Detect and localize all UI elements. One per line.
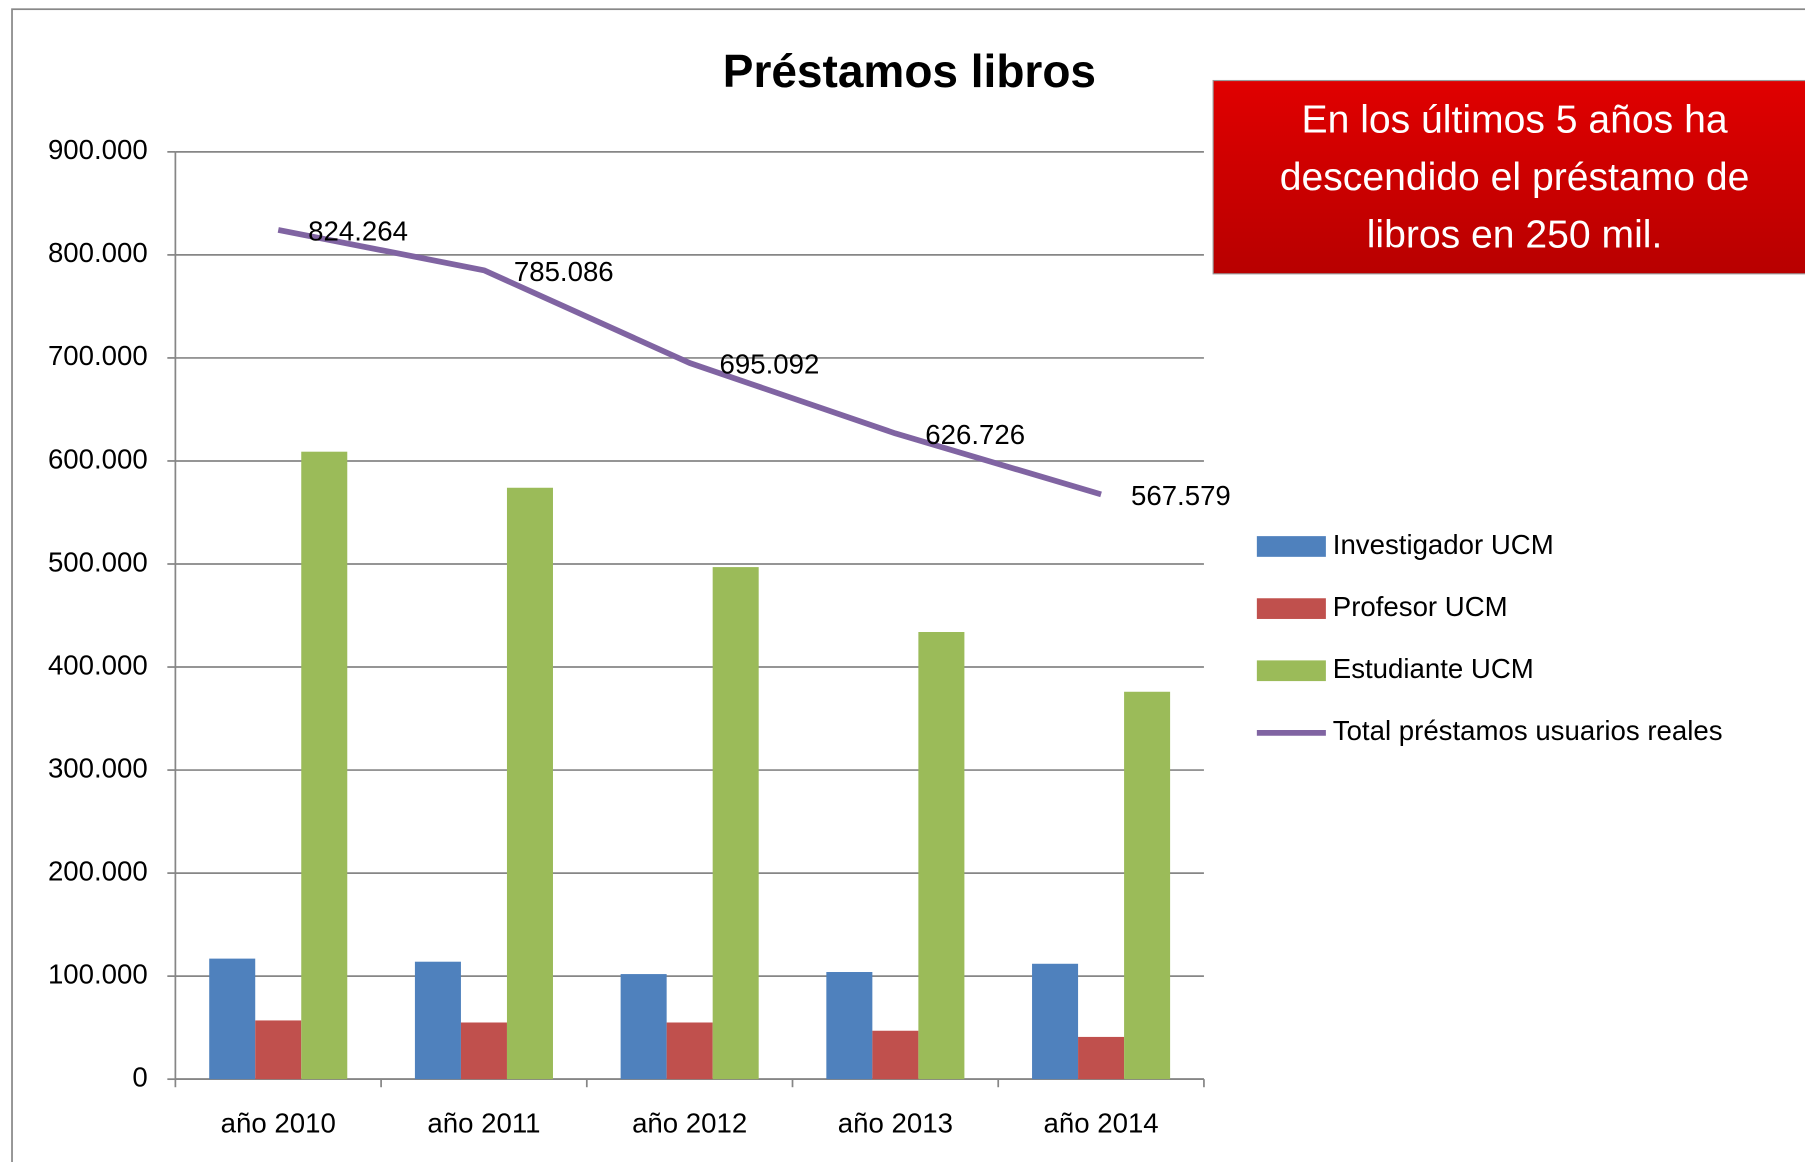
legend-label: Profesor UCM — [1333, 591, 1508, 622]
bar — [414, 961, 461, 1080]
x-tick-label: año 2010 — [221, 1107, 336, 1138]
data-label: 785.086 — [514, 256, 614, 287]
data-label: 695.092 — [720, 349, 820, 380]
data-label: 824.264 — [308, 216, 408, 247]
y-tick-label: 100.000 — [48, 958, 148, 989]
y-tick-label: 0 — [132, 1061, 147, 1092]
bar — [1078, 1036, 1125, 1080]
bar — [666, 1022, 713, 1080]
bar — [712, 567, 759, 1080]
legend-label: Investigador UCM — [1333, 529, 1554, 560]
bar — [826, 972, 873, 1080]
legend-swatch — [1256, 660, 1326, 682]
bar — [1032, 963, 1079, 1080]
chart-border — [11, 8, 1805, 1167]
bar — [209, 958, 256, 1080]
y-tick-label: 500.000 — [48, 546, 148, 577]
line — [277, 227, 1102, 498]
bar — [1124, 691, 1171, 1080]
data-label: 626.726 — [925, 419, 1025, 450]
annotation-line: descendido el préstamo de — [1280, 156, 1750, 199]
bar — [872, 1030, 919, 1080]
bar — [506, 487, 553, 1080]
bar — [918, 632, 965, 1080]
data-label: 567.579 — [1131, 480, 1231, 511]
bar — [460, 1022, 507, 1080]
y-tick-label: 800.000 — [48, 237, 148, 268]
annotation-line: libros en 250 mil. — [1367, 213, 1663, 256]
bar — [301, 451, 348, 1080]
bar — [620, 974, 667, 1080]
legend-swatch — [1256, 598, 1326, 619]
legend-label: Estudiante UCM — [1333, 653, 1534, 684]
y-tick-label: 700.000 — [48, 340, 148, 371]
y-tick-label: 900.000 — [48, 134, 148, 165]
x-tick-label: año 2012 — [632, 1107, 747, 1138]
y-tick-label: 300.000 — [48, 752, 148, 783]
y-tick-label: 600.000 — [48, 443, 148, 474]
x-tick-label: año 2014 — [1043, 1107, 1158, 1138]
y-tick-label: 200.000 — [48, 855, 148, 886]
legend-swatch — [1256, 536, 1326, 557]
x-tick-label: año 2013 — [838, 1107, 953, 1138]
annotation-box — [1212, 79, 1805, 275]
y-tick-label: 400.000 — [48, 649, 148, 680]
x-tick-label: año 2011 — [427, 1107, 540, 1138]
chart-title: Préstamos libros — [723, 45, 1096, 97]
annotation-line: En los últimos 5 años ha — [1302, 98, 1728, 141]
bar — [255, 1020, 302, 1080]
legend-label: Total préstamos usuarios reales — [1333, 715, 1723, 746]
